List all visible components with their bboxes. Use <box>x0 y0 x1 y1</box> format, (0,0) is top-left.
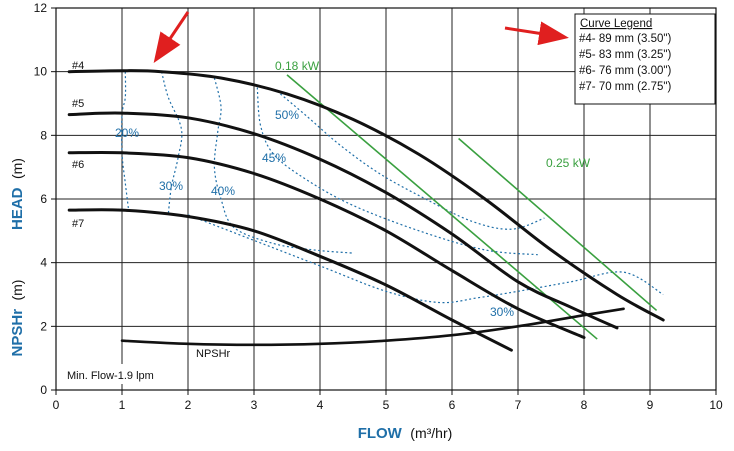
x-axis-title: FLOW (m³/hr) <box>358 425 453 442</box>
y-axis-title: HEAD (m) <box>9 158 26 230</box>
npshr-curve <box>120 307 625 347</box>
head-curve <box>67 150 586 339</box>
eff-label-50: 50% <box>275 108 299 122</box>
series-label-5: #5 <box>72 98 84 110</box>
efficiency-contour <box>121 71 130 211</box>
head-curve <box>67 111 619 330</box>
x-tick-label: 6 <box>449 398 456 412</box>
min-flow-annotation: Min. Flow-1.9 lpm <box>67 370 154 382</box>
svg-text:HEAD (m): HEAD (m) <box>9 158 26 230</box>
legend-entry: #6- 76 mm (3.00") <box>579 65 671 77</box>
x-tick-label: 8 <box>581 398 588 412</box>
red-arrow-icon <box>153 11 190 63</box>
power-label-025: 0.25 kW <box>546 156 591 170</box>
x-tick-label: 3 <box>251 398 258 412</box>
y-tick-label: 10 <box>34 65 48 79</box>
series-label-4: #4 <box>72 60 84 72</box>
legend-entry: #4- 89 mm (3.50") <box>579 33 671 45</box>
y-tick-label: 0 <box>40 383 47 397</box>
y-tick-label: 8 <box>40 128 47 142</box>
red-arrow-icon <box>504 21 569 46</box>
y2-axis-unit: (m) <box>9 280 25 301</box>
y2-axis-title: NPSHr (m) <box>9 280 26 357</box>
efficiency-contour <box>161 71 183 215</box>
legend: Curve Legend #4- 89 mm (3.50") #5- 83 mm… <box>574 13 716 105</box>
eff-label-20: 20% <box>115 126 139 140</box>
x-axis-label: FLOW <box>358 425 403 442</box>
head-curve <box>67 208 513 352</box>
svg-text:NPSHr (m): NPSHr (m) <box>9 280 26 357</box>
x-tick-label: 0 <box>53 398 60 412</box>
power-line <box>458 137 658 312</box>
head-curve <box>67 69 665 322</box>
x-axis-unit: (m³/hr) <box>410 425 452 441</box>
eff-label-30-right: 30% <box>490 305 514 319</box>
x-tick-label: 9 <box>647 398 654 412</box>
y-axis-unit: (m) <box>9 158 25 179</box>
x-tick-label: 2 <box>185 398 192 412</box>
head-curves <box>67 69 665 352</box>
eff-label-30: 30% <box>159 179 183 193</box>
y2-axis-label: NPSHr <box>9 309 26 357</box>
efficiency-contour <box>187 214 664 304</box>
x-tick-label: 4 <box>317 398 324 412</box>
eff-label-40: 40% <box>211 184 235 198</box>
series-label-7: #7 <box>72 218 84 230</box>
min-flow-box <box>61 364 175 384</box>
legend-entry: #5- 83 mm (3.25") <box>579 49 671 61</box>
x-tick-label: 10 <box>709 398 723 412</box>
legend-title: Curve Legend <box>580 18 652 30</box>
legend-entry: #7- 70 mm (2.75") <box>579 81 671 93</box>
efficiency-contour <box>256 87 538 256</box>
efficiency-contour <box>280 93 545 230</box>
y-tick-label: 6 <box>40 192 47 206</box>
legend-box <box>574 13 716 105</box>
y-axis-label: HEAD <box>9 187 26 230</box>
y-tick-label: 4 <box>40 256 47 270</box>
x-tick-label: 7 <box>515 398 522 412</box>
series-label-6: #6 <box>72 159 84 171</box>
npshr-curve-label: NPSHr <box>196 348 231 360</box>
x-tick-label: 1 <box>119 398 126 412</box>
power-label-018: 0.18 kW <box>275 59 320 73</box>
y-tick-label: 12 <box>34 1 48 15</box>
eff-label-45: 45% <box>262 151 286 165</box>
y-tick-label: 2 <box>40 319 47 333</box>
x-tick-label: 5 <box>383 398 390 412</box>
